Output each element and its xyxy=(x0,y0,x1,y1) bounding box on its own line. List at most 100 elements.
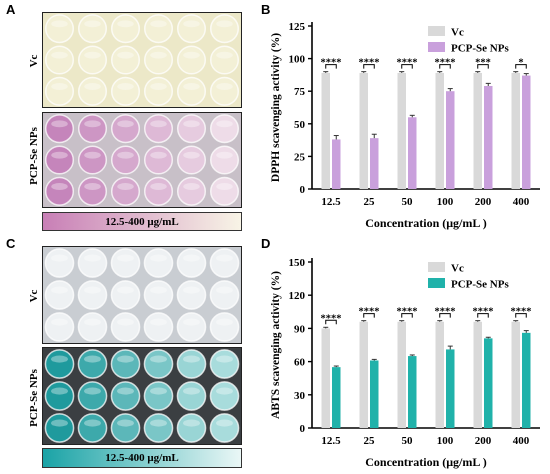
well-highlight xyxy=(117,151,134,159)
well xyxy=(176,14,207,44)
well-highlight xyxy=(183,51,200,59)
well-highlight xyxy=(183,387,200,395)
well-highlight xyxy=(117,254,134,262)
well-highlight xyxy=(117,286,134,294)
bar xyxy=(473,72,482,189)
y-axis-label: DPPH scavenging activity (%) xyxy=(270,33,282,182)
well xyxy=(77,45,108,75)
well-highlight xyxy=(117,183,134,190)
well-highlight xyxy=(150,419,167,427)
well xyxy=(77,14,108,44)
well xyxy=(44,14,75,44)
well-highlight xyxy=(150,387,167,395)
well xyxy=(143,176,174,206)
well-highlight xyxy=(117,20,134,28)
well xyxy=(77,145,108,175)
well xyxy=(44,381,75,411)
well-highlight xyxy=(150,151,167,159)
well xyxy=(44,114,75,144)
y-tick-label: 0 xyxy=(300,184,306,196)
plate-c-concentration-gradient: 12.5-400 μg/mL xyxy=(42,448,242,468)
well xyxy=(110,312,141,342)
well-highlight xyxy=(216,254,233,262)
well-highlight xyxy=(51,419,68,427)
x-tick-label: 12.5 xyxy=(321,196,341,208)
well xyxy=(176,248,207,278)
panel-label-b: B xyxy=(261,2,271,17)
well xyxy=(209,76,240,106)
well xyxy=(77,248,108,278)
well xyxy=(44,248,75,278)
well-highlight xyxy=(84,83,101,90)
well xyxy=(110,45,141,75)
well-highlight xyxy=(117,120,134,128)
well-highlight xyxy=(84,387,101,395)
well xyxy=(176,349,207,379)
well-highlight xyxy=(117,355,134,363)
significance-label: **** xyxy=(511,307,532,318)
plate-a-gradient-label: 12.5-400 μg/mL xyxy=(105,215,179,228)
well xyxy=(110,176,141,206)
well xyxy=(77,312,108,342)
well xyxy=(110,381,141,411)
well-highlight xyxy=(150,254,167,262)
well xyxy=(209,145,240,175)
bar xyxy=(446,91,455,189)
well xyxy=(209,280,240,310)
well xyxy=(209,248,240,278)
y-tick-label: 0 xyxy=(300,423,306,435)
y-tick-label: 100 xyxy=(289,54,306,66)
well xyxy=(143,248,174,278)
well-highlight xyxy=(84,254,101,262)
x-tick-label: 100 xyxy=(437,435,454,447)
bar xyxy=(321,72,330,189)
bar xyxy=(408,117,417,189)
significance-label: **** xyxy=(435,307,456,318)
bar xyxy=(370,138,379,189)
well xyxy=(143,114,174,144)
plate-a-vc-photo xyxy=(42,12,242,108)
well-highlight xyxy=(183,120,200,128)
well-highlight xyxy=(51,318,68,326)
well xyxy=(209,176,240,206)
legend-swatch xyxy=(428,42,445,52)
well xyxy=(77,349,108,379)
significance-bracket xyxy=(515,64,527,69)
well-highlight xyxy=(216,183,233,190)
well xyxy=(110,248,141,278)
y-tick-label: 25 xyxy=(294,151,306,163)
well-highlight xyxy=(84,51,101,59)
plate-a-nps-photo xyxy=(42,112,242,208)
bar xyxy=(321,328,330,428)
well xyxy=(143,280,174,310)
well-highlight xyxy=(51,151,68,159)
bar xyxy=(435,72,444,189)
well-highlight xyxy=(51,355,68,363)
well-highlight xyxy=(51,286,68,294)
well-highlight xyxy=(150,20,167,28)
well-highlight xyxy=(183,151,200,159)
well-highlight xyxy=(84,151,101,159)
bar xyxy=(435,321,444,428)
well xyxy=(77,76,108,106)
well xyxy=(110,76,141,106)
bar xyxy=(332,139,341,189)
bar xyxy=(446,349,455,428)
significance-bracket xyxy=(325,64,337,69)
well-highlight xyxy=(216,51,233,59)
well xyxy=(209,413,240,443)
x-tick-label: 400 xyxy=(513,435,530,447)
well xyxy=(143,45,174,75)
x-tick-label: 12.5 xyxy=(321,435,341,447)
well-highlight xyxy=(183,355,200,363)
dpph-bar-chart: 0 25 50 75 100 125 DPPH scavenging activity (%… xyxy=(270,21,540,230)
panel-label-c: C xyxy=(6,236,16,251)
panel-label-a: A xyxy=(6,2,16,17)
well-highlight xyxy=(216,151,233,159)
legend-label: Vc xyxy=(451,27,464,39)
bar xyxy=(332,367,341,428)
well xyxy=(110,349,141,379)
x-tick-label: 200 xyxy=(475,435,492,447)
y-tick-label: 125 xyxy=(289,21,306,33)
well xyxy=(143,349,174,379)
